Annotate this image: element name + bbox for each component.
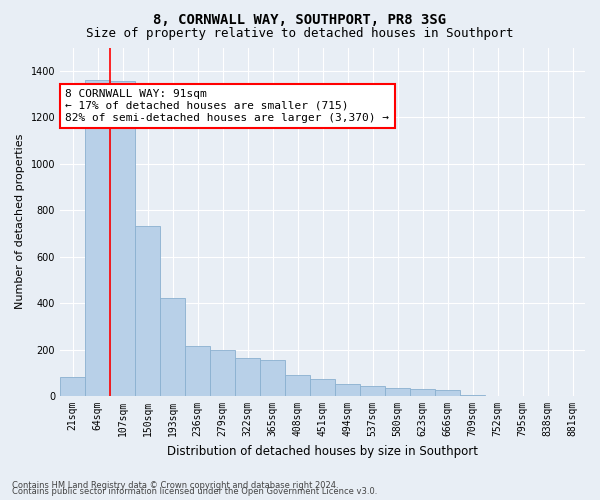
Bar	[185, 346, 210, 396]
Text: Contains public sector information licensed under the Open Government Licence v3: Contains public sector information licen…	[12, 487, 377, 496]
Bar	[310, 378, 335, 396]
Bar	[260, 360, 285, 396]
Bar	[235, 358, 260, 396]
Bar	[435, 390, 460, 396]
Text: 8 CORNWALL WAY: 91sqm
← 17% of detached houses are smaller (715)
82% of semi-det: 8 CORNWALL WAY: 91sqm ← 17% of detached …	[65, 90, 389, 122]
Text: Size of property relative to detached houses in Southport: Size of property relative to detached ho…	[86, 28, 514, 40]
Bar	[285, 375, 310, 396]
Bar	[385, 388, 410, 396]
Bar	[410, 389, 435, 396]
Text: 8, CORNWALL WAY, SOUTHPORT, PR8 3SG: 8, CORNWALL WAY, SOUTHPORT, PR8 3SG	[154, 12, 446, 26]
Bar	[135, 226, 160, 396]
Text: Contains HM Land Registry data © Crown copyright and database right 2024.: Contains HM Land Registry data © Crown c…	[12, 481, 338, 490]
Y-axis label: Number of detached properties: Number of detached properties	[15, 134, 25, 310]
Bar	[160, 298, 185, 396]
Bar	[210, 350, 235, 396]
Bar	[60, 378, 85, 396]
Bar	[110, 81, 135, 396]
Bar	[85, 80, 110, 396]
X-axis label: Distribution of detached houses by size in Southport: Distribution of detached houses by size …	[167, 444, 478, 458]
Bar	[335, 384, 360, 396]
Bar	[360, 386, 385, 396]
Bar	[460, 395, 485, 396]
